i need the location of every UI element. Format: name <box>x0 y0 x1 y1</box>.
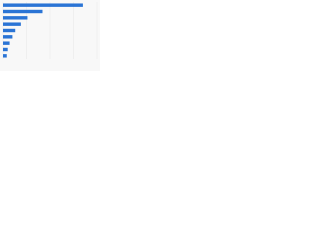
bar <box>3 28 16 33</box>
bar <box>3 41 10 45</box>
bar <box>3 54 7 58</box>
bar <box>3 47 8 52</box>
bar <box>3 35 13 39</box>
bar <box>3 3 83 7</box>
bar <box>3 9 43 14</box>
page: (() => { const data = JSON.parse(documen… <box>0 0 320 71</box>
bar <box>3 16 28 20</box>
bar <box>3 22 21 26</box>
chart <box>0 0 100 71</box>
